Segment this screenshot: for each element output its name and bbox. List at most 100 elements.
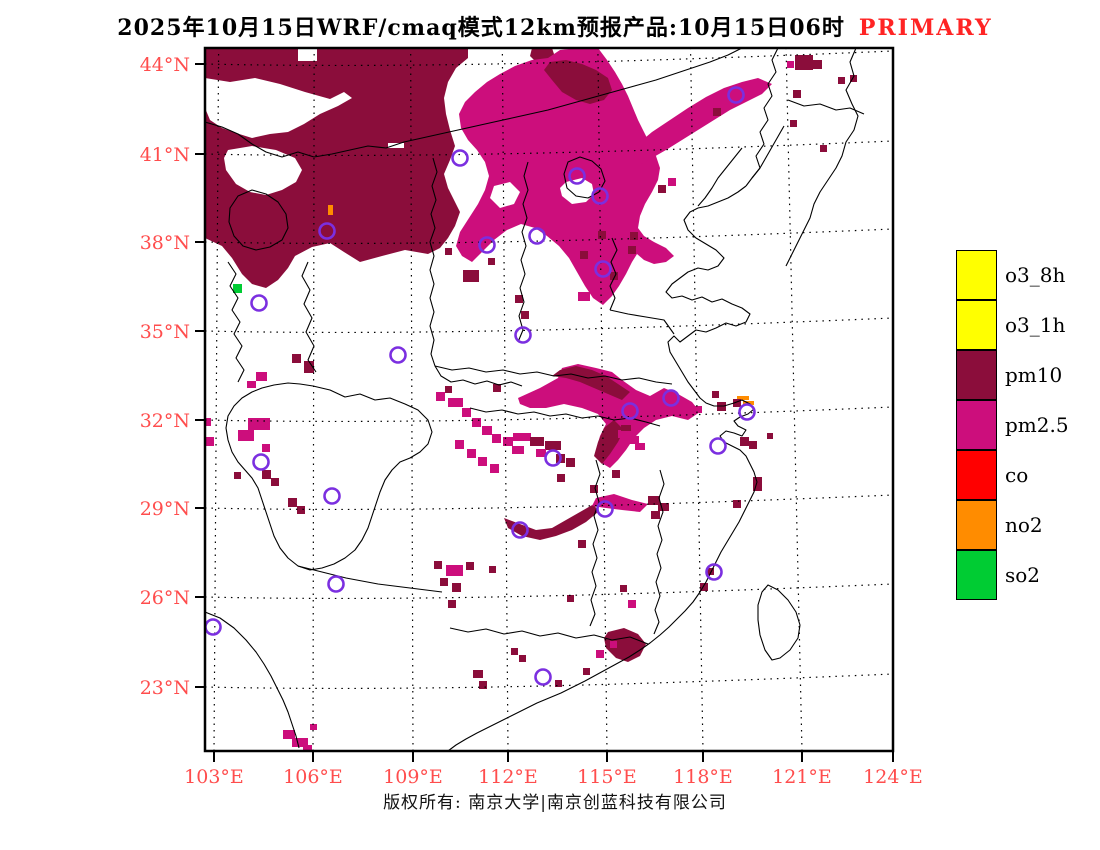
cell-pm10 [519,655,526,662]
lat-tick-label: 35°N [140,321,190,343]
cell-pm25 [482,426,492,435]
parallel-gridline [205,583,893,600]
copyright-text: 版权所有: 南京大学|南京创蓝科技有限公司 [383,793,727,813]
cell-pm10 [545,441,561,450]
legend-label: co [1005,463,1029,487]
lon-tick-label: 109°E [383,766,443,788]
station-marker [514,326,532,344]
cell-pm25 [593,283,605,293]
lon-tick-label: 112°E [478,766,538,788]
boundary-line [205,48,743,158]
legend-label: o3_8h [1005,263,1066,287]
boundary-line [653,469,665,635]
cell-pm25 [628,600,636,608]
lon-tick-label: 103°E [184,766,244,788]
cell-pm10 [445,248,452,255]
cell-pm10 [448,600,456,608]
cell-pm10 [630,232,638,240]
cell-pm25 [627,436,639,444]
station-marker [594,260,612,278]
lat-tick-label: 32°N [140,410,190,432]
cell-pm10 [753,477,762,491]
region-pm10 [594,420,624,464]
cell-pm25 [455,440,464,449]
lon-tick-label: 115°E [577,766,637,788]
cell-no2 [328,205,333,215]
boundary-line [429,157,523,387]
region-white [224,146,302,195]
boundary-line [697,147,743,207]
lon-tick-label: 106°E [283,766,343,788]
cell-pm10 [304,361,314,373]
station-marker [568,167,586,185]
boundary-line [609,309,675,335]
cell-pm25 [536,449,546,457]
cell-pm25 [436,392,445,401]
meridian-gridline [689,48,704,751]
cell-pm10 [713,108,721,116]
cell-pm10 [767,433,773,439]
cell-pm10 [658,185,666,193]
legend-label: o3_1h [1005,313,1066,337]
title-text: 2025年10月15日WRF/cmaq模式12km预报产品:10月15日06时 [117,15,845,41]
lon-tick-label: 121°E [772,766,832,788]
cell-pm25 [247,381,256,388]
cell-pm25 [668,178,676,186]
station-marker [591,187,609,205]
cell-pm25 [787,61,794,68]
station-marker [727,86,745,104]
cell-pm10 [493,384,501,392]
region-white [490,182,520,208]
cell-pm10 [271,478,279,486]
region-pm25 [518,364,700,468]
cell-pm25 [472,418,481,427]
legend-row: so2 [956,550,1100,600]
cell-pm10 [707,568,714,575]
cell-pm25 [292,738,308,747]
cell-pm10 [511,648,518,655]
station-marker [252,453,270,471]
cell-pm25 [283,730,295,739]
station-marker [511,521,529,539]
cell-pm25 [248,418,270,430]
cell-pm25 [692,406,702,413]
cell-pm10 [466,562,474,570]
lat-tick-label: 26°N [140,587,190,609]
cell-no2 [737,396,749,400]
title-pollutant-mode: PRIMARY [858,15,993,41]
legend-row: pm10 [956,350,1100,400]
boundary-line [785,48,859,267]
meridian-gridline [312,48,315,751]
cell-pm10 [733,500,741,508]
legend-row: no2 [956,500,1100,550]
cell-pm10 [820,145,827,152]
parallel-gridline [205,406,893,423]
cell-so2 [233,284,242,293]
cell-pm25 [492,434,501,443]
cell-pm10 [583,668,590,675]
cell-pm10 [489,566,496,573]
legend-label: so2 [1005,563,1041,587]
legend-row: pm2.5 [956,400,1100,450]
boundary-line [757,584,801,661]
cell-pm25 [610,641,617,648]
cell-pm10 [700,583,708,591]
cell-pm10 [850,75,857,82]
region-white [205,78,352,138]
lon-tick-label: 118°E [673,766,733,788]
boundary-line [589,459,601,627]
station-marker [451,149,469,167]
station-marker [544,449,562,467]
page-title: 2025年10月15日WRF/cmaq模式12km预报产品:10月15日06时 P… [50,10,1060,42]
cell-pm10 [580,251,588,259]
map-frame [203,46,895,753]
boundary-line [563,156,606,199]
lat-tick-label: 23°N [140,677,190,699]
cell-pm10 [620,585,627,592]
cell-pm25 [490,464,499,473]
boundary-line [517,161,529,343]
region-pm25 [636,78,772,164]
station-marker [705,563,723,581]
cell-pm25 [596,650,604,658]
cell-pm10 [479,681,487,689]
